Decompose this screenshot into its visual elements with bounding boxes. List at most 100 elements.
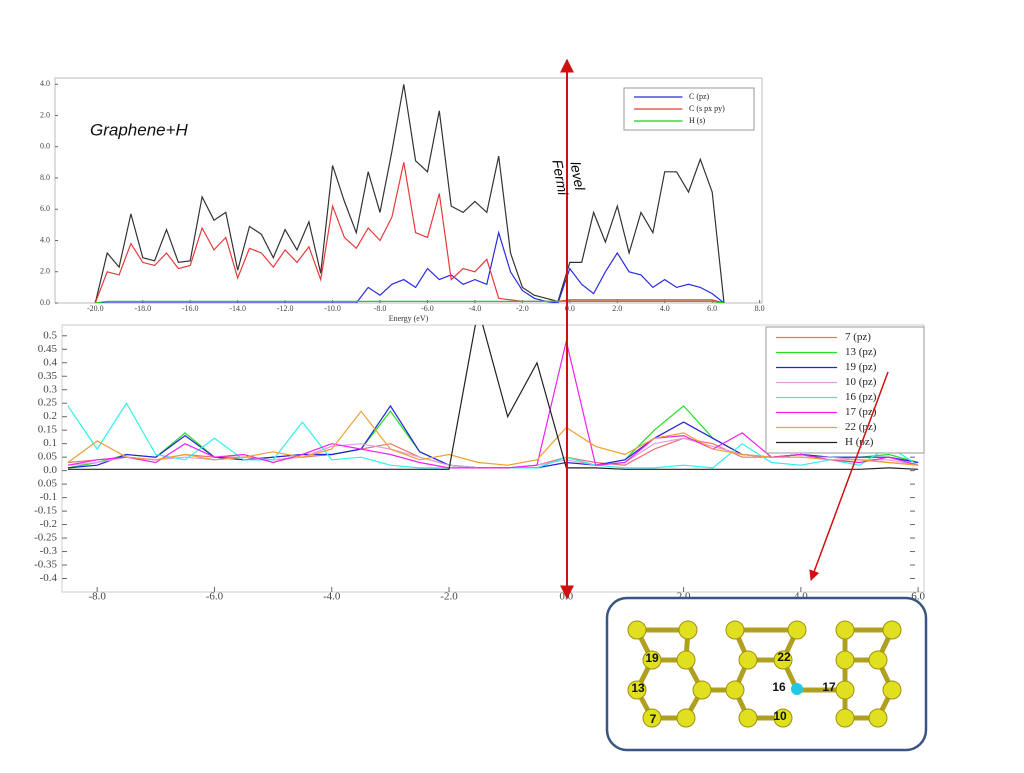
series-line — [67, 410, 919, 466]
y-tick-label: 8.0 — [40, 173, 50, 182]
y-tick-label: 4.0 — [40, 79, 50, 88]
y-tick-label: 0.05 — [38, 478, 58, 490]
atom — [773, 650, 793, 670]
legend-label: 17 (pz) — [845, 406, 877, 418]
atom — [627, 620, 647, 640]
x-tick-label: -18.0 — [134, 304, 151, 313]
x-tick-label: -2.0 — [516, 304, 529, 313]
y-tick-label: 0.15 — [38, 424, 58, 436]
atom — [868, 650, 888, 670]
x-axis-label: Energy (eV) — [389, 314, 429, 323]
y-tick-label: -0.4 — [40, 572, 58, 584]
molecule: 19 22 13 16 17 7 10 — [627, 620, 902, 728]
y-tick-label: 2.0 — [40, 110, 50, 119]
legend-label: 19 (pz) — [845, 361, 877, 373]
legend-label: 22 (pz) — [845, 421, 877, 433]
x-tick-label: -4.0 — [469, 304, 482, 313]
x-tick-label: -20.0 — [87, 304, 104, 313]
legend-label: C (pz) — [689, 92, 710, 101]
atom — [835, 650, 855, 670]
atom-label: 13 — [631, 681, 645, 695]
atom — [882, 620, 902, 640]
legend-box — [765, 326, 925, 454]
atom-label: 22 — [777, 650, 791, 664]
y-tick-label: 4.0 — [40, 235, 50, 244]
atom — [678, 620, 698, 640]
atom — [738, 708, 758, 728]
legend-label: 16 (pz) — [845, 391, 877, 403]
atom — [627, 680, 647, 700]
series-line — [95, 300, 725, 303]
y-tick-label: 0.05 — [38, 451, 58, 463]
x-tick-label: -6.0 — [206, 591, 224, 603]
atom-label: 17 — [822, 680, 836, 694]
atom — [773, 708, 793, 728]
series-line — [94, 162, 725, 303]
y-tick-label: 0.2 — [43, 410, 57, 422]
y-tick-label: 0.0 — [40, 298, 50, 307]
legend-label: 7 (pz) — [845, 331, 871, 343]
y-tick-label: -0.2 — [40, 518, 57, 530]
atom — [725, 680, 745, 700]
x-tick-label: -2.0 — [440, 591, 458, 603]
y-tick-label: 0.25 — [38, 397, 58, 409]
atom — [692, 680, 712, 700]
atom — [725, 620, 745, 640]
atom — [835, 620, 855, 640]
x-tick-label: 6.0 — [707, 304, 717, 313]
x-tick-label: -14.0 — [229, 304, 246, 313]
series-line — [94, 84, 725, 303]
y-tick-label: 0.35 — [38, 370, 58, 382]
legend-label: 13 (pz) — [845, 346, 877, 358]
atom — [835, 708, 855, 728]
x-tick-label: 2.0 — [612, 304, 622, 313]
legend-label: H (pz) — [845, 436, 874, 448]
x-tick-label: -4.0 — [323, 591, 341, 603]
legend-label: H (s) — [689, 116, 706, 125]
atom-label: 16 — [772, 680, 786, 694]
hydrogen-atom — [791, 683, 803, 695]
x-tick-label: 4.0 — [660, 304, 670, 313]
y-tick-label: 0.5 — [43, 329, 57, 341]
atom-label: 10 — [773, 709, 787, 723]
atom — [642, 650, 662, 670]
legend-label: 10 (pz) — [845, 376, 877, 388]
x-tick-label: 8.0 — [755, 304, 765, 313]
x-tick-label: -8.0 — [88, 591, 106, 603]
x-tick-label: -10.0 — [324, 304, 341, 313]
y-tick-label: -0.25 — [34, 532, 57, 544]
atom — [676, 708, 696, 728]
x-tick-label: -8.0 — [374, 304, 387, 313]
y-tick-label: 6.0 — [40, 204, 50, 213]
y-tick-label: -0.3 — [40, 545, 58, 557]
series-line — [67, 325, 919, 470]
y-tick-label: 0.0 — [43, 464, 57, 476]
atom-label: 19 — [645, 651, 659, 665]
y-tick-label: -0.15 — [34, 505, 57, 517]
atom — [868, 708, 888, 728]
atom — [642, 708, 662, 728]
x-tick-label: -12.0 — [277, 304, 294, 313]
y-tick-label: 0.0 — [40, 142, 50, 151]
fermi-label: level — [567, 160, 588, 192]
series-line — [95, 230, 725, 303]
atom — [787, 620, 807, 640]
atom — [835, 680, 855, 700]
x-tick-label: -6.0 — [421, 304, 434, 313]
y-tick-label: 0.4 — [43, 356, 57, 368]
atom — [882, 680, 902, 700]
atom — [738, 650, 758, 670]
chart-annotation: Graphene+H — [90, 120, 189, 139]
y-tick-label: -0.1 — [40, 491, 57, 503]
x-tick-label: -16.0 — [182, 304, 199, 313]
y-tick-label: -0.35 — [34, 559, 57, 571]
pointer-arrow — [809, 371, 889, 581]
y-tick-label: 0.3 — [43, 383, 57, 395]
y-tick-label: 0.45 — [38, 343, 58, 355]
legend-label: C (s px py) — [689, 104, 725, 113]
y-tick-label: 2.0 — [40, 267, 50, 276]
atom — [676, 650, 696, 670]
fermi-label: Fermi — [549, 158, 571, 197]
atom-label: 7 — [650, 712, 657, 726]
